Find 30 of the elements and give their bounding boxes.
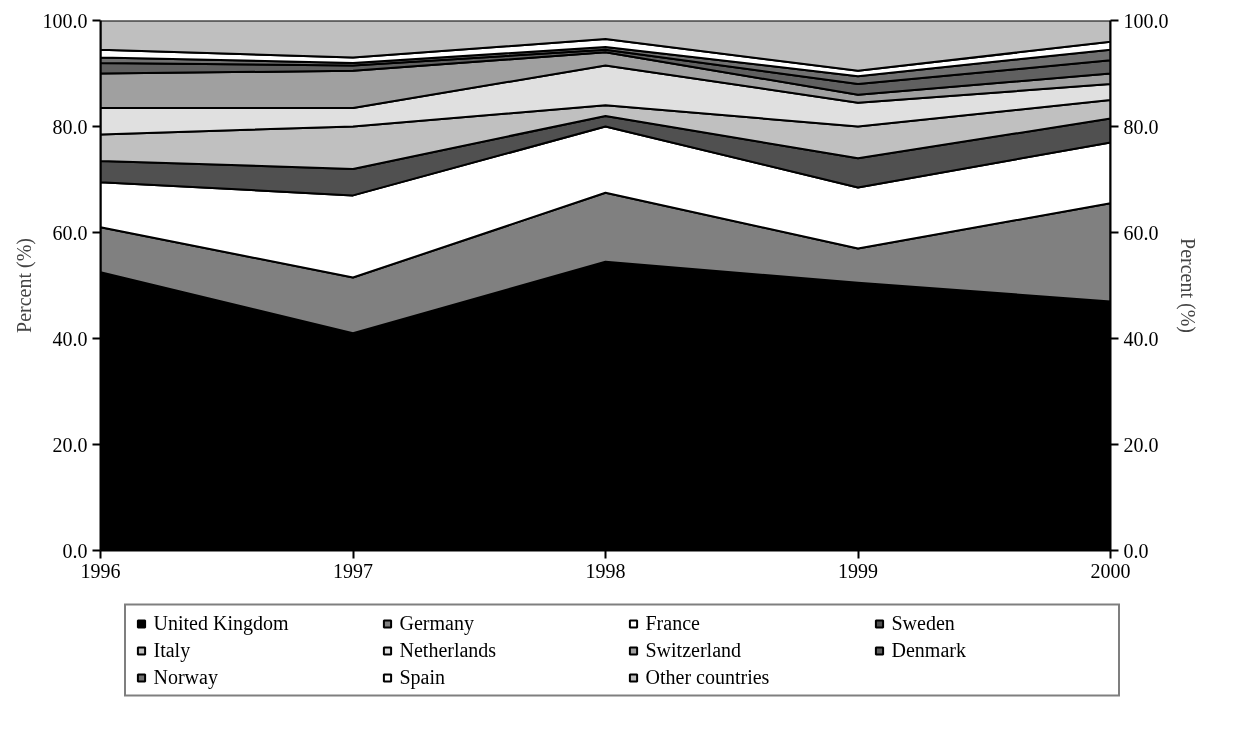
legend-label: France [645, 611, 701, 635]
x-tick-label: 2000 [1090, 559, 1131, 582]
y-tick-label: 0.0 [62, 539, 88, 562]
y-tick-label: 100.0 [42, 9, 88, 32]
legend-label: United Kingdom [153, 611, 290, 635]
y2-tick-label: 60.0 [1123, 221, 1159, 244]
y-tick-label: 60.0 [52, 221, 88, 244]
legend-label: Denmark [891, 638, 967, 662]
legend-label: Italy [153, 638, 192, 662]
y-tick-label: 40.0 [52, 327, 88, 350]
legend-label: Sweden [891, 611, 956, 635]
legend-label: Netherlands [399, 638, 498, 662]
y-tick-label: 20.0 [52, 433, 88, 456]
y-axis-title: Percent (%) [12, 238, 36, 333]
y-tick-label: 80.0 [52, 115, 88, 138]
y2-tick-label: 100.0 [1123, 9, 1169, 32]
legend-label: Spain [399, 665, 447, 689]
y2-tick-label: 80.0 [1123, 115, 1159, 138]
x-tick-label: 1998 [585, 559, 626, 582]
y2-tick-label: 40.0 [1123, 327, 1159, 350]
y2-tick-label: 0.0 [1123, 539, 1149, 562]
x-tick-label: 1997 [333, 559, 373, 582]
legend-label: Other countries [645, 665, 771, 689]
legend-label: Germany [399, 611, 475, 635]
legend-label: Switzerland [645, 638, 743, 662]
x-tick-label: 1996 [80, 559, 121, 582]
legend-label: Norway [153, 665, 219, 689]
y2-tick-label: 20.0 [1123, 433, 1159, 456]
y2-axis-title: Percent (%) [1175, 238, 1199, 333]
x-tick-label: 1999 [838, 559, 878, 582]
